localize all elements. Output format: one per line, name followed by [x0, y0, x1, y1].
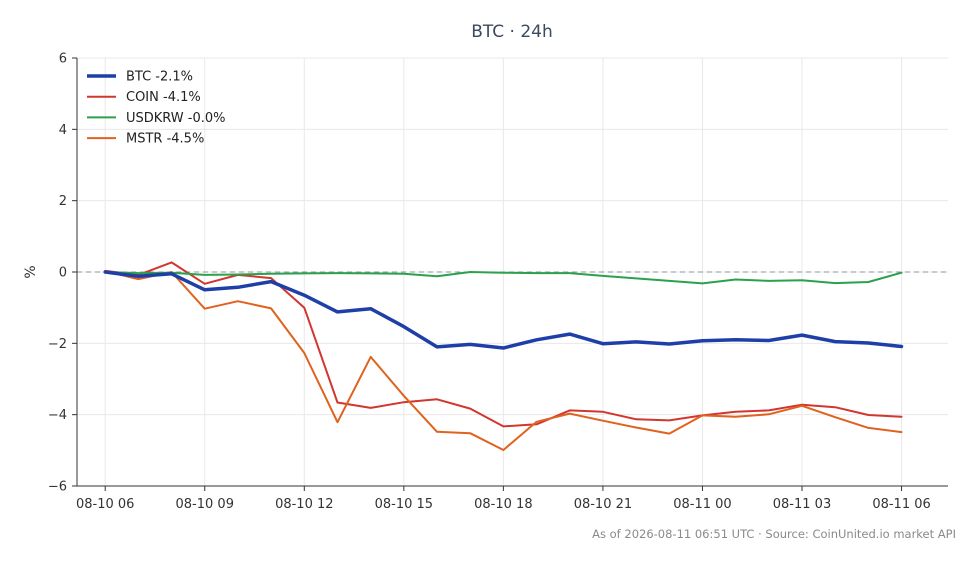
source-caption: As of 2026-08-11 06:51 UTC · Source: Coi…: [592, 527, 956, 541]
series-lines: [103, 261, 904, 451]
y-tick-label: 2: [59, 194, 67, 209]
series-line-1: [103, 270, 904, 350]
y-tick-label: −2: [48, 337, 67, 352]
x-tick-label: 08-10 21: [574, 497, 632, 512]
legend-label: USDKRW -0.0%: [126, 111, 226, 126]
y-tick-label: 0: [59, 266, 67, 281]
legend-label: COIN -4.1%: [126, 90, 201, 105]
series-line-4: [104, 270, 903, 451]
x-tick-label: 08-10 15: [375, 497, 433, 512]
y-tick-label: 4: [59, 123, 67, 138]
y-tick-label: −4: [48, 408, 67, 423]
series-line-3: [104, 271, 903, 285]
x-tick-label: 08-11 06: [872, 497, 930, 512]
x-tick-label: 08-10 18: [474, 497, 532, 512]
x-tick-label: 08-10 12: [275, 497, 333, 512]
legend-label: BTC -2.1%: [126, 70, 193, 85]
x-tick-label: 08-10 09: [176, 497, 234, 512]
y-tick-label: 6: [59, 52, 67, 67]
y-axis-ticks: −6 −4 −2 0 2 4 6: [48, 52, 77, 495]
x-tick-label: 08-11 03: [773, 497, 831, 512]
legend-label: MSTR -4.5%: [126, 132, 204, 147]
y-axis-label: %: [23, 265, 39, 278]
x-axis-ticks: 08-10 06 08-10 09 08-10 12 08-10 15 08-10 18…: [76, 486, 931, 512]
chart-title: BTC · 24h: [471, 22, 553, 42]
x-tick-label: 08-10 06: [76, 497, 134, 512]
legend: BTC -2.1% COIN -4.1% USDKRW -0.0% MSTR -4.5…: [87, 70, 226, 147]
x-tick-label: 08-11 00: [673, 497, 731, 512]
y-tick-label: −6: [48, 480, 67, 495]
